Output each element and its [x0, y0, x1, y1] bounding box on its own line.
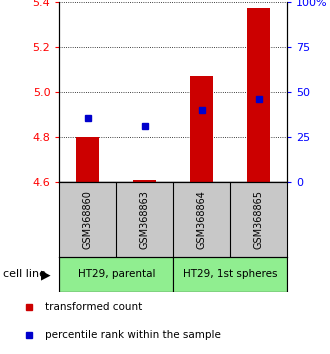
Text: GSM368865: GSM368865	[254, 190, 264, 249]
Text: cell line: cell line	[3, 269, 46, 279]
Bar	[173, 257, 287, 292]
Text: percentile rank within the sample: percentile rank within the sample	[45, 330, 220, 340]
Bar	[247, 7, 270, 182]
Bar	[190, 76, 213, 182]
Text: HT29, 1st spheres: HT29, 1st spheres	[183, 269, 278, 279]
Text: GSM368863: GSM368863	[140, 190, 150, 249]
Text: GSM368860: GSM368860	[83, 190, 93, 249]
Text: ▶: ▶	[41, 268, 51, 281]
Bar	[133, 180, 156, 182]
Bar	[77, 137, 99, 182]
Text: transformed count: transformed count	[45, 302, 142, 312]
Text: HT29, parental: HT29, parental	[78, 269, 155, 279]
Bar	[59, 257, 173, 292]
Text: GSM368864: GSM368864	[197, 190, 207, 249]
